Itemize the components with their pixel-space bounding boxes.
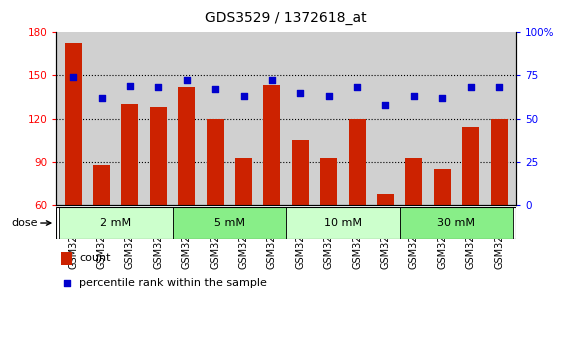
Point: [324, 93, 333, 99]
Bar: [377, 194, 394, 205]
Bar: [406, 158, 422, 205]
Bar: [264, 85, 280, 205]
Bar: [65, 44, 82, 205]
Bar: [490, 119, 508, 205]
Bar: [292, 140, 309, 205]
Point: [182, 78, 191, 83]
Bar: [121, 104, 139, 205]
Text: percentile rank within the sample: percentile rank within the sample: [79, 278, 267, 288]
Text: 30 mM: 30 mM: [438, 218, 476, 228]
Point: [466, 85, 475, 90]
Point: [438, 95, 447, 101]
Bar: [320, 158, 337, 205]
Point: [296, 90, 305, 96]
Bar: [150, 107, 167, 205]
Point: [268, 78, 277, 83]
Point: [410, 93, 419, 99]
Text: 5 mM: 5 mM: [214, 218, 245, 228]
Point: [495, 85, 504, 90]
Bar: [348, 119, 366, 205]
Text: dose: dose: [11, 218, 38, 228]
Point: [62, 280, 71, 286]
Bar: [399, 207, 513, 239]
Bar: [434, 169, 451, 205]
Text: 10 mM: 10 mM: [324, 218, 362, 228]
Point: [126, 83, 135, 88]
Point: [381, 102, 390, 108]
Point: [97, 95, 106, 101]
Text: 2 mM: 2 mM: [100, 218, 131, 228]
Bar: [61, 252, 72, 265]
Point: [210, 86, 219, 92]
Bar: [206, 119, 224, 205]
Text: GDS3529 / 1372618_at: GDS3529 / 1372618_at: [205, 11, 367, 25]
Text: count: count: [79, 253, 111, 263]
Bar: [286, 207, 399, 239]
Bar: [462, 127, 479, 205]
Bar: [235, 158, 252, 205]
Point: [239, 93, 248, 99]
Bar: [59, 207, 173, 239]
Point: [353, 85, 362, 90]
Bar: [173, 207, 286, 239]
Point: [68, 74, 77, 80]
Bar: [178, 87, 195, 205]
Point: [154, 85, 163, 90]
Bar: [93, 165, 110, 205]
